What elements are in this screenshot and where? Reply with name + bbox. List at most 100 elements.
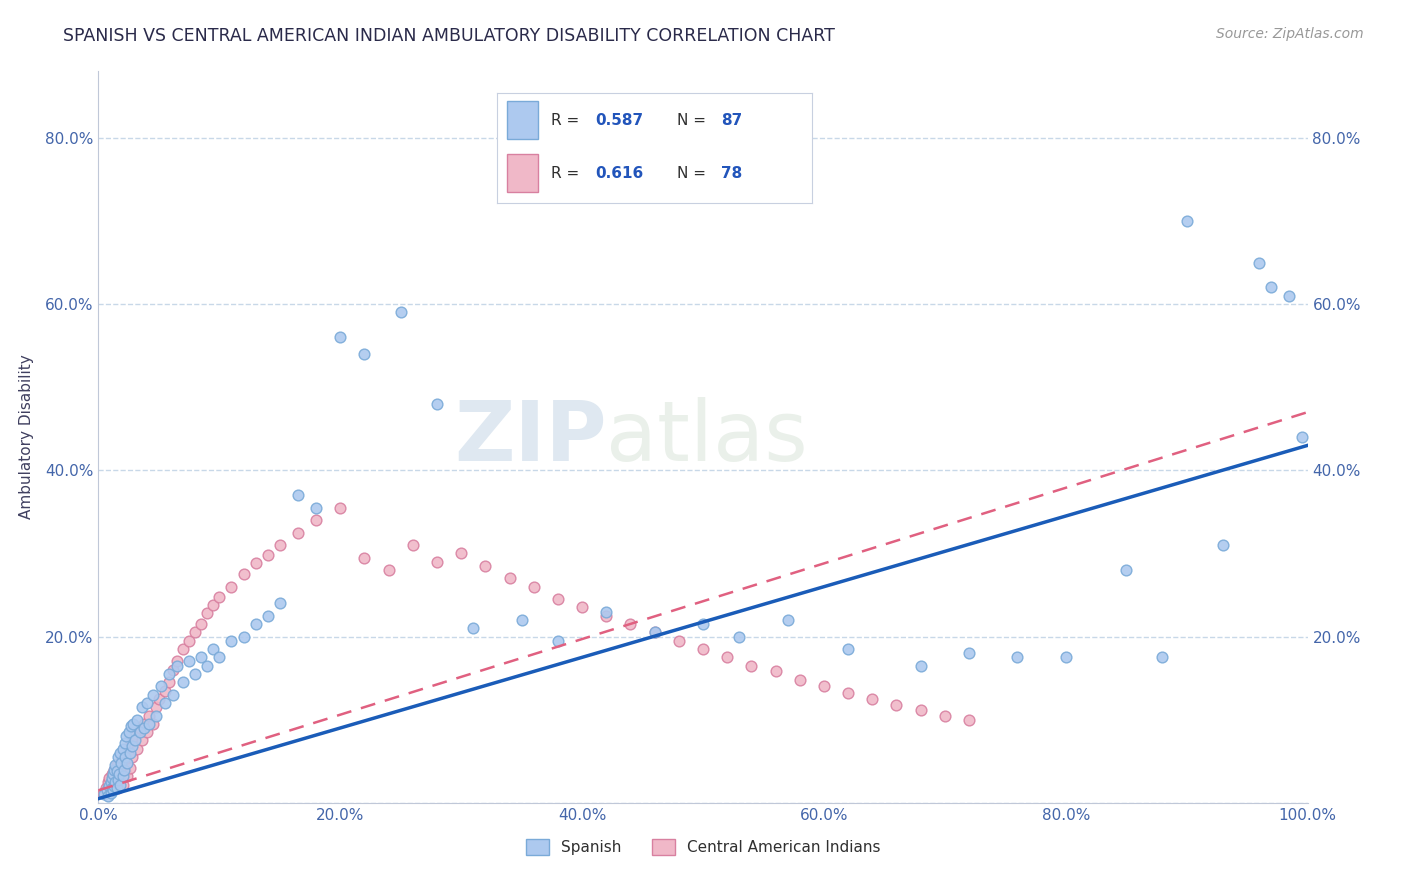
Point (111, 778, 134, 792)
Point (104, 758, 127, 772)
Point (112, 763, 135, 777)
Point (108, 772, 131, 787)
Point (157, 667, 180, 681)
Point (179, 655, 201, 669)
Point (245, 617, 267, 632)
Text: SPANISH VS CENTRAL AMERICAN INDIAN AMBULATORY DISABILITY CORRELATION CHART: SPANISH VS CENTRAL AMERICAN INDIAN AMBUL… (63, 27, 835, 45)
Point (104, 775, 127, 789)
Point (118, 741, 141, 756)
Point (195, 607, 218, 621)
Point (547, 592, 569, 607)
Point (860, 692, 883, 706)
Point (474, 558, 496, 573)
Point (114, 750, 136, 764)
Point (910, 658, 932, 673)
Point (886, 698, 908, 712)
Point (97, 789, 120, 804)
Point (134, 721, 156, 735)
Point (571, 600, 593, 615)
Point (105, 780, 128, 795)
Point (138, 708, 160, 723)
Point (110, 754, 132, 768)
Point (115, 729, 138, 743)
Point (100, 766, 122, 780)
Text: ZIP: ZIP (454, 397, 606, 477)
Point (957, 713, 980, 727)
Point (134, 716, 156, 731)
Point (101, 766, 124, 780)
Point (329, 330, 352, 344)
Point (157, 675, 180, 690)
Point (127, 713, 149, 727)
Point (121, 750, 143, 764)
Point (716, 650, 738, 665)
Point (547, 633, 569, 648)
Point (107, 780, 129, 795)
Point (117, 769, 139, 783)
Point (1249, 255, 1271, 269)
Y-axis label: Ambulatory Disability: Ambulatory Disability (18, 355, 34, 519)
Point (110, 756, 132, 770)
Point (142, 688, 165, 702)
Point (256, 548, 278, 562)
Point (128, 721, 150, 735)
Point (221, 633, 243, 648)
Point (837, 686, 859, 700)
Point (1007, 650, 1029, 665)
Point (195, 658, 218, 673)
Point (353, 550, 375, 565)
Point (114, 764, 136, 779)
Point (107, 772, 129, 787)
Point (118, 725, 141, 739)
Point (153, 696, 176, 710)
Point (1260, 280, 1282, 294)
Point (108, 746, 131, 760)
Point (595, 608, 617, 623)
Point (108, 764, 131, 779)
Point (97, 775, 120, 789)
Point (765, 665, 787, 679)
Point (1115, 563, 1137, 577)
Point (740, 658, 762, 673)
Point (118, 761, 141, 775)
Point (145, 700, 167, 714)
Point (131, 733, 153, 747)
Point (104, 771, 127, 785)
Point (305, 500, 328, 515)
Point (426, 555, 449, 569)
Point (1278, 289, 1301, 303)
Point (179, 633, 201, 648)
Point (166, 658, 188, 673)
Point (108, 766, 131, 780)
Point (305, 513, 328, 527)
Point (190, 617, 212, 632)
Point (287, 488, 309, 502)
Point (232, 567, 254, 582)
Point (135, 696, 157, 710)
Point (523, 580, 546, 594)
Point (166, 655, 188, 669)
Point (115, 747, 138, 762)
Point (107, 750, 129, 764)
Point (450, 546, 472, 560)
Point (728, 630, 751, 644)
Point (644, 625, 666, 640)
Point (111, 769, 134, 783)
Point (94, 780, 117, 795)
Point (426, 397, 449, 411)
Point (127, 741, 149, 756)
Point (142, 716, 165, 731)
Point (135, 725, 157, 739)
Point (1212, 538, 1234, 552)
Point (510, 613, 533, 627)
Point (103, 763, 125, 777)
Point (98, 779, 121, 793)
Point (117, 756, 139, 770)
Legend: Spanish, Central American Indians: Spanish, Central American Indians (520, 833, 886, 861)
Point (789, 673, 811, 687)
Point (111, 741, 134, 756)
Point (112, 756, 135, 770)
Point (103, 779, 125, 793)
Point (498, 571, 520, 585)
Point (202, 598, 225, 612)
